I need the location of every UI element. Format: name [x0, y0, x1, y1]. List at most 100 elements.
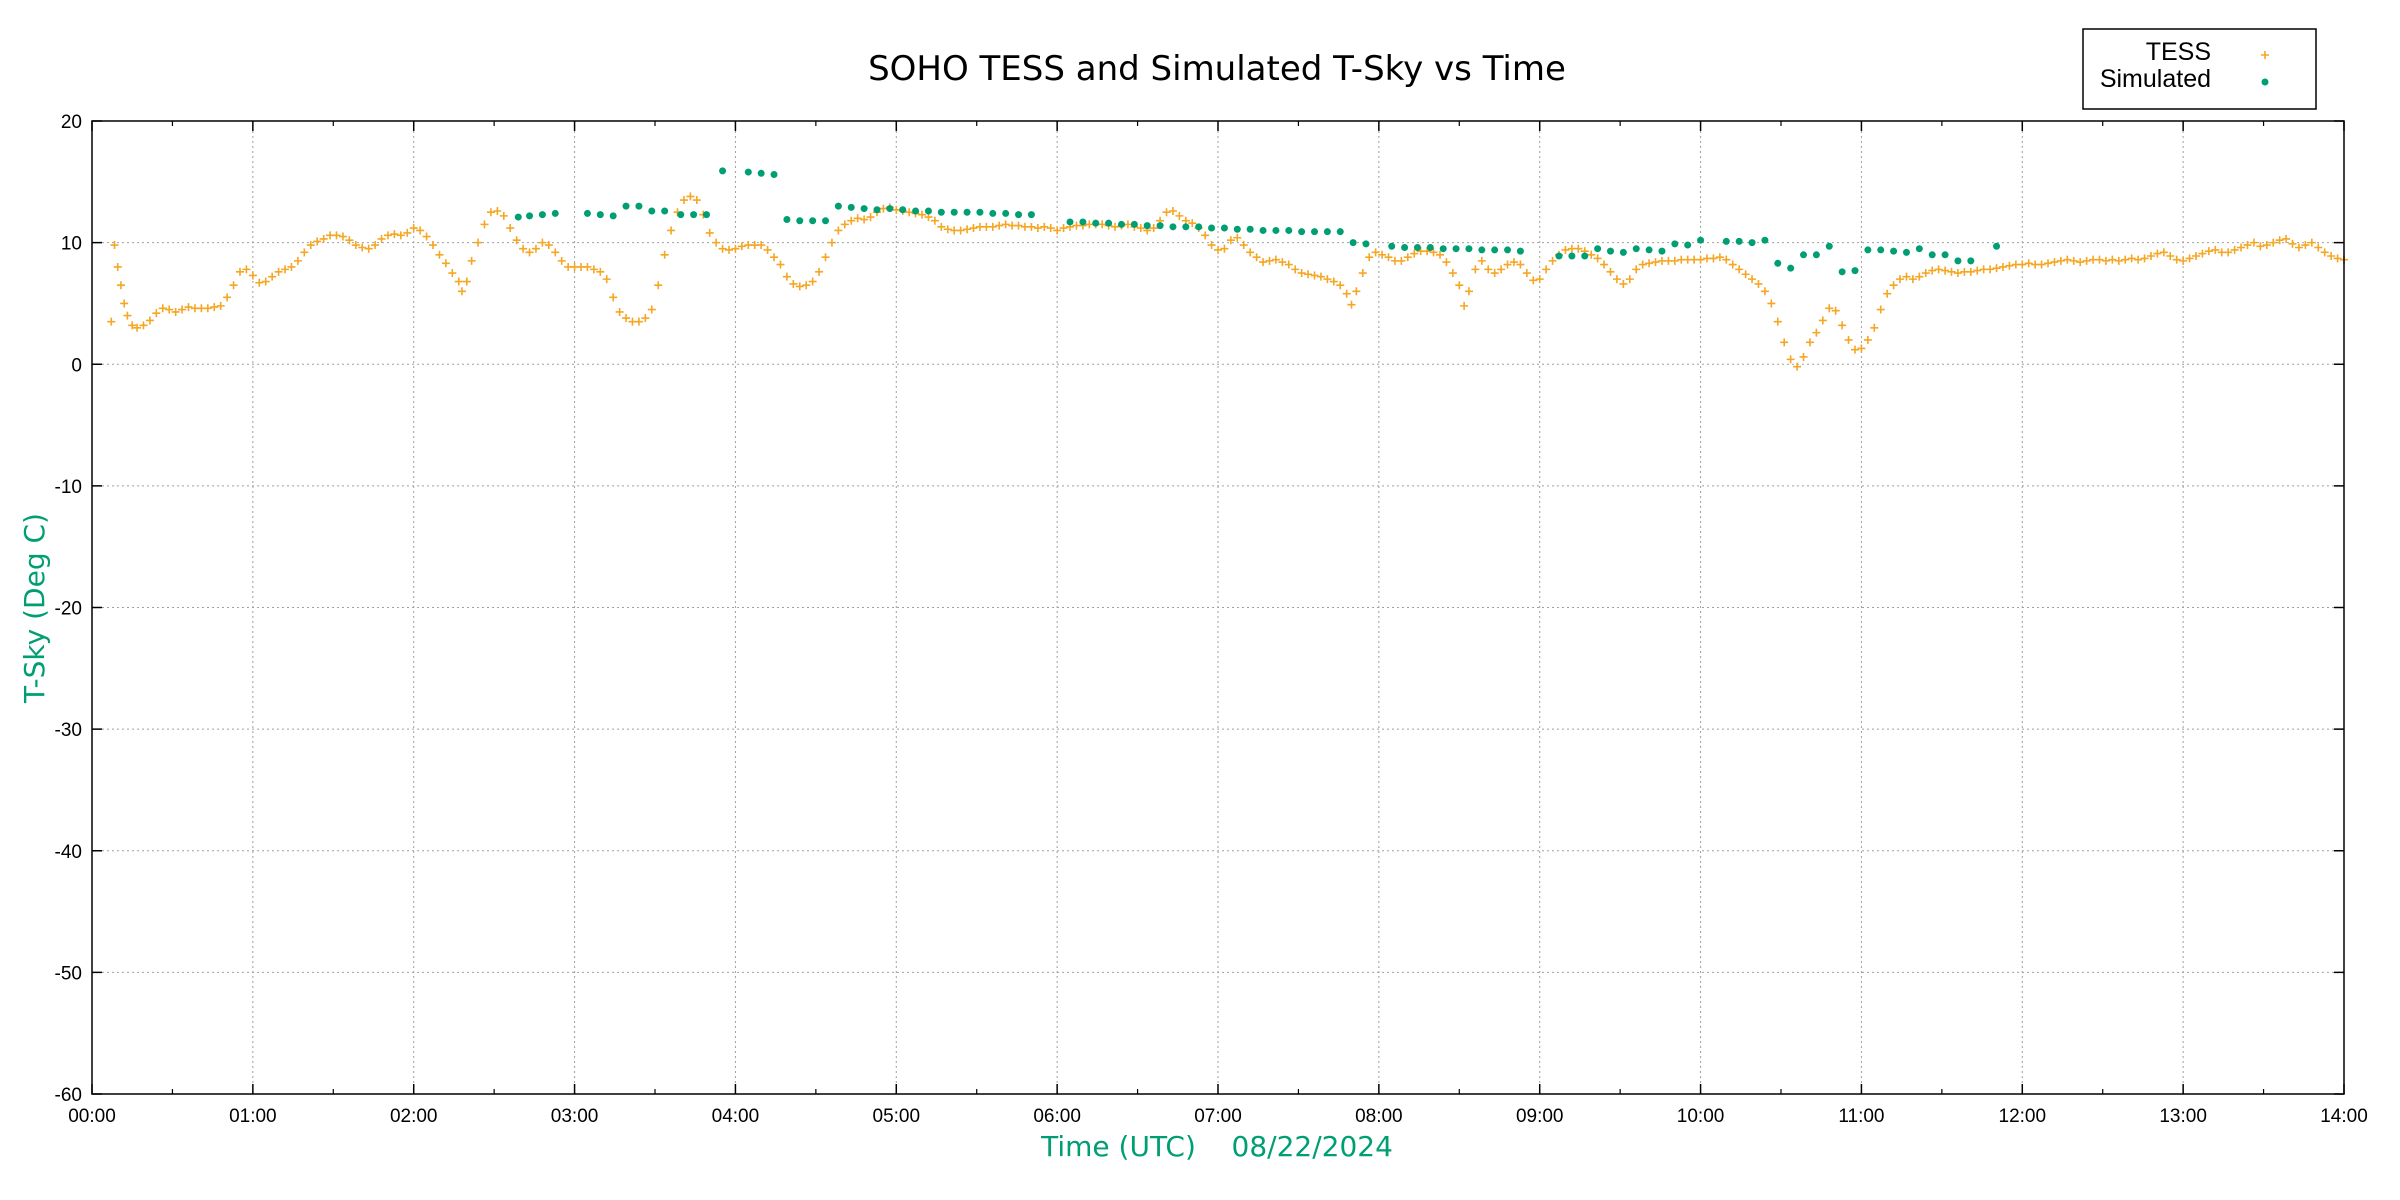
tess-point — [2192, 252, 2201, 261]
x-axis-label-text: Time (UTC) — [1040, 1130, 1196, 1163]
simulated-point — [1684, 241, 1692, 249]
tess-point — [583, 262, 592, 271]
tess-point — [2018, 260, 2027, 269]
tess-point — [1233, 233, 1242, 242]
tess-point — [1902, 272, 1911, 281]
tess-point — [1986, 265, 1995, 274]
tess-point — [2024, 259, 2033, 268]
tess-point — [345, 236, 354, 245]
tess-point — [2249, 238, 2258, 247]
y-tick-label: -60 — [55, 1085, 82, 1106]
tess-point — [1352, 287, 1361, 296]
tess-point — [2204, 247, 2213, 256]
tess-point — [1529, 276, 1538, 285]
tess-point — [1455, 281, 1464, 290]
tess-point — [1542, 265, 1551, 274]
tess-point — [1593, 254, 1602, 263]
tess-point — [1123, 220, 1132, 229]
simulated-point — [1452, 245, 1460, 253]
tess-point — [654, 281, 663, 290]
x-tick-label: 06:00 — [1033, 1106, 1081, 1127]
tess-point — [1625, 275, 1634, 284]
tess-point — [1587, 250, 1596, 259]
tess-point — [1786, 355, 1795, 364]
tess-point — [782, 272, 791, 281]
tess-point — [1966, 267, 1975, 276]
simulated-point — [1105, 219, 1113, 227]
series-simulated — [514, 167, 2001, 276]
simulated-point — [1993, 242, 2001, 250]
tess-point — [152, 309, 161, 318]
x-tick-labels: 00:00 01:00 02:00 03:00 04:00 05:00 06:00 07:00… — [68, 1106, 2368, 1127]
x-tick-label: 01:00 — [229, 1106, 277, 1127]
tess-point — [1336, 281, 1345, 290]
legend-marker-simulated-glyph — [2261, 78, 2269, 86]
simulated-point — [538, 211, 546, 219]
tess-point — [390, 230, 399, 239]
tess-point — [1252, 253, 1261, 262]
tess-point — [1442, 258, 1451, 267]
tess-point — [609, 293, 618, 302]
tess-point — [2005, 261, 2014, 270]
tess-point — [145, 316, 154, 325]
tess-point — [1347, 300, 1356, 309]
simulated-point — [1516, 247, 1524, 255]
tess-point — [2256, 242, 2265, 251]
y-tick-label: -30 — [55, 720, 82, 741]
tess-point — [853, 214, 862, 223]
tess-point — [319, 234, 328, 243]
tess-point — [2269, 238, 2278, 247]
tess-point — [1889, 281, 1898, 290]
y-tick-label: -50 — [55, 963, 82, 984]
simulated-point — [690, 211, 698, 219]
simulated-point — [1182, 223, 1190, 231]
x-tick-label: 03:00 — [551, 1106, 599, 1127]
tess-point — [1175, 211, 1184, 220]
tess-point — [261, 277, 270, 286]
simulated-point — [1311, 228, 1319, 236]
tess-point — [2237, 243, 2246, 252]
tess-point — [995, 221, 1004, 230]
tess-point — [918, 210, 927, 219]
tess-point — [1857, 344, 1866, 353]
simulated-point — [661, 207, 669, 215]
tess-point — [2069, 256, 2078, 265]
tess-point — [1748, 275, 1757, 284]
tess-point — [2127, 254, 2136, 263]
tess-point — [383, 231, 392, 240]
tess-point — [531, 244, 540, 253]
tess-point — [287, 262, 296, 271]
tess-point — [834, 226, 843, 235]
tess-point — [1297, 269, 1306, 278]
tess-point — [377, 234, 386, 243]
tess-point — [1329, 277, 1338, 286]
simulated-point — [609, 212, 617, 220]
tess-point — [551, 248, 560, 257]
simulated-point — [1208, 224, 1216, 232]
tess-point — [718, 244, 727, 253]
tess-point — [1342, 289, 1351, 298]
x-tick-label: 14:00 — [2320, 1106, 2368, 1127]
tess-point — [1908, 275, 1917, 284]
tess-point — [1497, 265, 1506, 274]
tess-point — [1793, 362, 1802, 371]
tess-point — [1915, 272, 1924, 281]
simulated-point — [1336, 228, 1344, 236]
tess-point — [235, 267, 244, 276]
simulated-point — [1915, 245, 1923, 253]
simulated-point — [596, 211, 604, 219]
tess-point — [448, 269, 457, 278]
tess-point — [2179, 256, 2188, 265]
simulated-point — [1864, 246, 1872, 254]
simulated-point — [1877, 246, 1885, 254]
tess-point — [107, 317, 116, 326]
tess-point — [724, 245, 733, 254]
tess-point — [2275, 236, 2284, 245]
tess-point — [1651, 258, 1660, 267]
tess-point — [2185, 254, 2194, 263]
tess-point — [2076, 258, 2085, 267]
simulated-point — [989, 209, 997, 217]
tess-point — [2230, 245, 2239, 254]
tess-point — [589, 265, 598, 274]
